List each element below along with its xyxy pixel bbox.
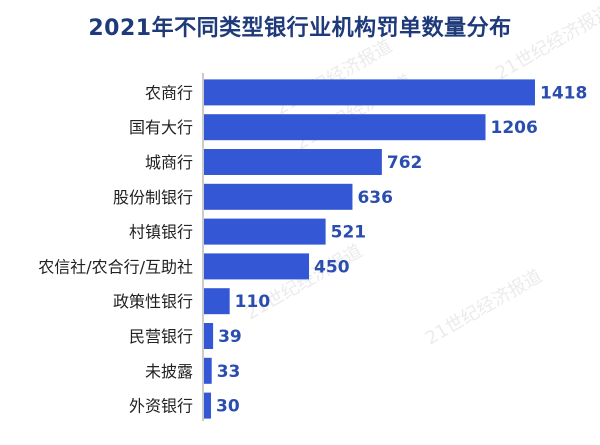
value-label-4: 521	[331, 223, 367, 243]
category-label-4: 村镇银行	[129, 223, 193, 242]
category-label-7: 民营银行	[129, 327, 193, 346]
category-label-3: 股份制银行	[113, 188, 193, 207]
category-label-5: 农信社/农合行/互助社	[38, 257, 193, 276]
category-label-1: 国有大行	[129, 118, 193, 137]
category-label-8: 未披露	[145, 362, 193, 381]
bar-0	[204, 79, 535, 106]
chart-title: 2021年不同类型银行业机构罚单数量分布	[88, 16, 512, 41]
value-label-7: 39	[218, 327, 242, 347]
watermark-text-2: 21世纪经济报道	[422, 266, 546, 350]
value-label-0: 1418	[540, 83, 587, 103]
bar-4	[204, 218, 326, 245]
category-labels: 农商行国有大行城商行股份制银行村镇银行农信社/农合行/互助社政策性银行民营银行未…	[38, 83, 193, 415]
bar-2	[204, 149, 382, 175]
category-label-0: 农商行	[145, 83, 193, 102]
value-label-6: 110	[235, 292, 271, 312]
bar-8	[204, 357, 212, 384]
value-label-8: 33	[217, 362, 241, 382]
value-label-9: 30	[216, 397, 240, 417]
value-label-3: 636	[357, 188, 393, 208]
category-label-2: 城商行	[145, 153, 193, 172]
bar-6	[204, 288, 230, 315]
bar-9	[204, 392, 212, 419]
value-label-2: 762	[387, 153, 423, 173]
bar-5	[204, 253, 310, 280]
bar-1	[204, 114, 486, 141]
bar-3	[204, 183, 353, 210]
value-label-1: 1206	[491, 118, 538, 138]
watermark-text-4: 21世纪经济报道	[492, 1, 600, 85]
bars-group	[204, 79, 535, 419]
bar-7	[204, 323, 214, 349]
category-label-6: 政策性银行	[113, 292, 193, 311]
category-label-9: 外资银行	[129, 397, 193, 416]
value-label-5: 450	[314, 257, 350, 277]
